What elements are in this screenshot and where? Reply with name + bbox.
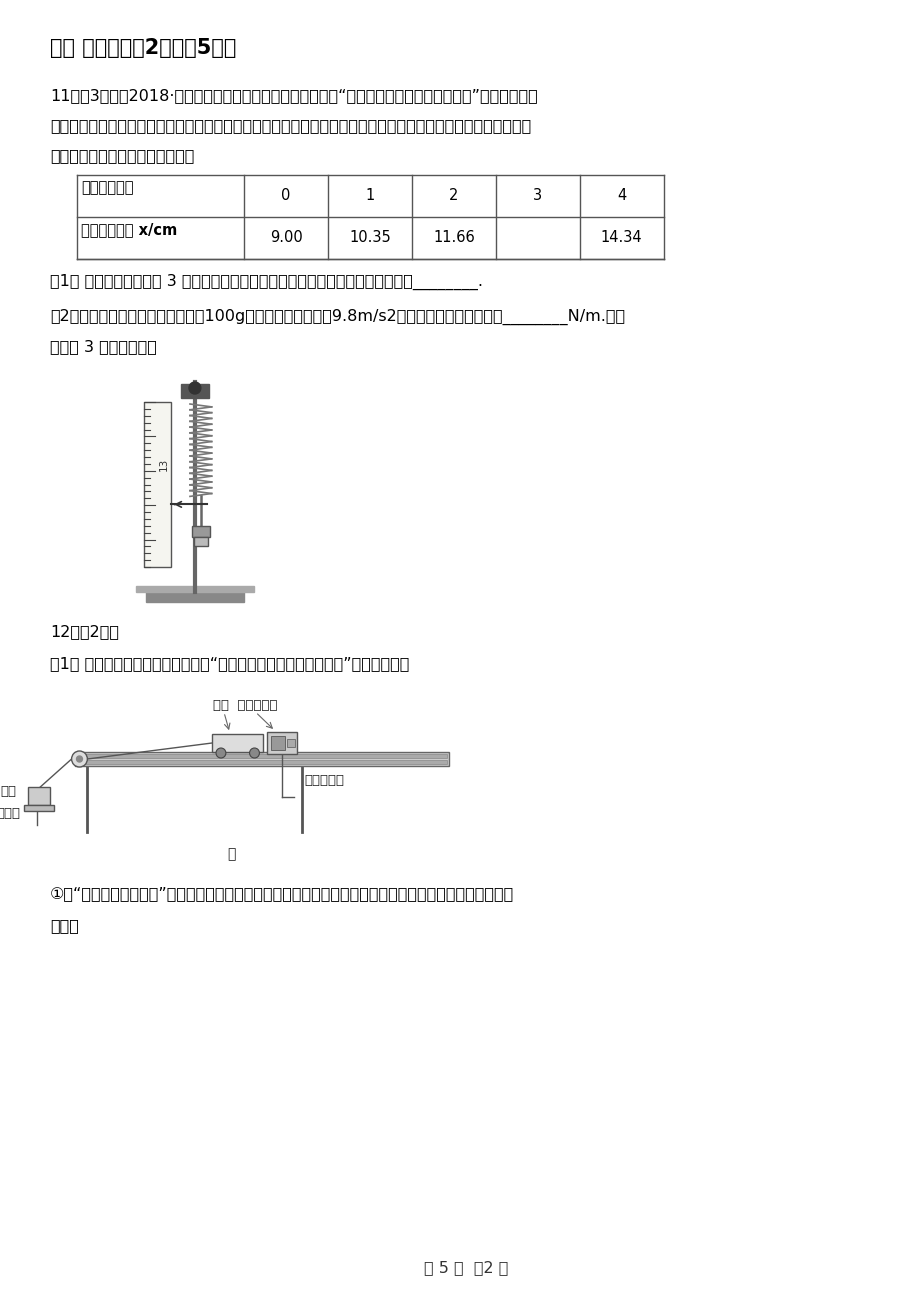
Bar — [136, 586, 254, 592]
Bar — [24, 805, 54, 811]
Text: 1: 1 — [365, 189, 374, 203]
Text: 刻度尺的刻度 x/cm: 刻度尺的刻度 x/cm — [82, 223, 177, 237]
Text: 果保留 3 位有效数字）: 果保留 3 位有效数字） — [50, 339, 156, 354]
Circle shape — [188, 381, 200, 395]
Text: 刻度尺的刻度，所得数据列表如下: 刻度尺的刻度，所得数据列表如下 — [50, 148, 194, 163]
Text: 11．（3分）（2018·桂林模拟）某同学用如图所示的装置做“探究弹力和弹簧伸长量的关系”的实验．他先: 11．（3分）（2018·桂林模拟）某同学用如图所示的装置做“探究弹力和弹簧伸长… — [50, 89, 537, 103]
Text: 三、 实验题（共2题；共5分）: 三、 实验题（共2题；共5分） — [50, 38, 236, 59]
Text: ①在“验证牛顿第二定律”的实验中，为了使小车受到合外力等于砖码和砖码盘的总重量，通常采用如下两个: ①在“验证牛顿第二定律”的实验中，为了使小车受到合外力等于砖码和砖码盘的总重量，… — [50, 885, 514, 901]
Text: 读出不挂钉码时弹簧下端指针所指刻度尺的刻度，然后在弹簧下端挂上钉码，并逐个增加鑉码，分别记录指针所指: 读出不挂钉码时弹簧下端指针所指刻度尺的刻度，然后在弹簧下端挂上钉码，并逐个增加鑉… — [50, 118, 530, 133]
Text: 10.35: 10.35 — [348, 230, 391, 246]
Circle shape — [216, 749, 226, 758]
Bar — [194, 538, 208, 547]
Bar — [74, 753, 449, 766]
Circle shape — [76, 756, 83, 762]
Bar — [181, 384, 209, 398]
Text: 0: 0 — [281, 189, 290, 203]
Text: 13: 13 — [158, 458, 168, 471]
Bar — [143, 402, 171, 566]
Bar — [28, 786, 50, 805]
Text: 14.34: 14.34 — [600, 230, 641, 246]
Bar — [76, 760, 447, 764]
Text: 接交流电源: 接交流电源 — [304, 773, 345, 786]
Bar — [192, 526, 210, 538]
Bar — [76, 754, 447, 758]
Text: （1） 如图甲所示为某同学所安装的“探究加速度与力、质量的关系”的实验装置。: （1） 如图甲所示为某同学所安装的“探究加速度与力、质量的关系”的实验装置。 — [50, 656, 409, 671]
Text: 砖码: 砖码 — [1, 785, 17, 798]
Text: 11.66: 11.66 — [433, 230, 474, 246]
Text: 甲: 甲 — [227, 848, 236, 861]
Bar — [212, 734, 263, 753]
Text: 12．（2分）: 12．（2分） — [50, 624, 119, 639]
Text: 鑉码数（个）: 鑉码数（个） — [82, 180, 134, 195]
Text: （2）已知实验所用单个鑉码质量为100g，当地重力加速度为9.8m/s2，则该弹簧的力度系数为________N/m.（结: （2）已知实验所用单个鑉码质量为100g，当地重力加速度为9.8m/s2，则该弹… — [50, 309, 624, 326]
Text: 4: 4 — [617, 189, 626, 203]
Text: 9.00: 9.00 — [269, 230, 302, 246]
Text: 小车  打点计时器: 小车 打点计时器 — [213, 699, 278, 712]
Bar — [267, 732, 297, 754]
Text: 3: 3 — [533, 189, 541, 203]
Bar — [271, 736, 285, 750]
Bar — [145, 592, 244, 602]
Circle shape — [249, 749, 259, 758]
Text: 砖码盘: 砖码盘 — [0, 807, 20, 820]
Text: 第 5 页  共2 页: 第 5 页 共2 页 — [424, 1260, 508, 1276]
Text: （1） 当在弹簧下端挂上 3 个鑉码时，指针所示位置如图所示，请将上表补充完整________.: （1） 当在弹簧下端挂上 3 个鑉码时，指针所示位置如图所示，请将上表补充完整_… — [50, 273, 482, 290]
Text: 措施：: 措施： — [50, 918, 79, 934]
Circle shape — [72, 751, 87, 767]
Text: 2: 2 — [448, 189, 458, 203]
Bar — [287, 740, 295, 747]
